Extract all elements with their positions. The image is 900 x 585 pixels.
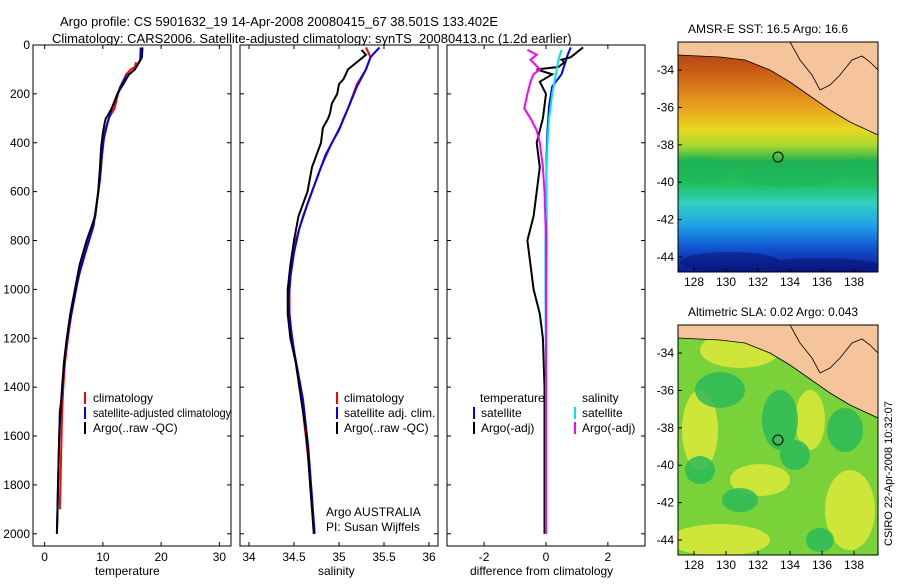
difference-series (523, 46, 584, 534)
map-y-tick-label-5: -44 (657, 533, 675, 547)
sst-argo-marker (772, 151, 784, 163)
temperature-legend: climatology satellite-adjusted climatolo… (84, 391, 231, 435)
y-tick-label-9: 1800 (3, 478, 30, 492)
x-tick-label-1-2: 35 (332, 550, 346, 564)
title-line-2: Climatology: CARS2006. Satellite-adjuste… (52, 31, 572, 46)
sla-map-title: Altimetric SLA: 0.02 Argo: 0.043 (688, 305, 858, 319)
map-x-tick-label-2: 132 (748, 275, 768, 289)
y-tick-label-2: 400 (10, 136, 30, 150)
series-line-1-1 (287, 46, 381, 534)
x-tick-label-0-2: 20 (154, 550, 168, 564)
x-tick-label-1-1: 34.5 (282, 550, 306, 564)
sst-map-frame (677, 41, 879, 273)
salinity-axis-label: salinity (318, 564, 355, 578)
legend-diff-temperature: temperature (480, 391, 545, 405)
sst-map-ticks: 128 130 132 134 136 138 -34 -36 -38 -40 -42 -44 (657, 63, 865, 289)
temperature-series (55, 47, 144, 534)
sla-map-ticks: 128 130 132 134 136 138 -34 -36 -38 -40 -42 -44 (657, 346, 865, 572)
axis-ticks: 0 10 20 30 34 34.5 35 35.5 36 -2 0 2 (33, 44, 645, 564)
legend-diff-sal-argo: Argo(-adj) (582, 421, 635, 435)
title-line-1: Argo profile: CS 5901632_19 14-Apr-2008 … (60, 14, 498, 29)
salinity-series (286, 46, 381, 534)
legend-diff-sal-satellite: satellite (582, 406, 623, 420)
series-line-0-2 (55, 47, 144, 534)
y-tick-label-6: 1200 (3, 331, 30, 345)
series-line-2-1 (526, 46, 584, 534)
series-line-2-3 (523, 49, 547, 534)
salinity-plot-frame (239, 44, 439, 547)
pi-note: PI: Susan Wijffels (326, 520, 420, 534)
map-y-tick-label-1: -36 (657, 100, 675, 114)
map-x-tick-label-4: 136 (812, 275, 832, 289)
legend-climatology: climatology (93, 391, 153, 405)
depth-tick-labels: 0 200 400 600 800 1000 1200 1400 1600 1800 2000 (3, 38, 30, 541)
map-x-tick-label-5: 138 (844, 558, 864, 572)
x-tick-label-2-2: 2 (605, 550, 612, 564)
series-line-1-2 (286, 49, 368, 534)
map-y-tick-label-1: -36 (657, 383, 675, 397)
sla-map (678, 325, 878, 555)
difference-legend: temperature satellite Argo(-adj) salinit… (473, 391, 635, 435)
argo-australia-note: Argo AUSTRALIA (326, 505, 421, 519)
map-x-tick-label-3: 134 (780, 275, 800, 289)
legend-argo-raw: Argo(..raw -QC) (93, 421, 178, 435)
map-x-tick-label-0: 128 (684, 275, 704, 289)
y-tick-label-8: 1600 (3, 429, 30, 443)
map-x-tick-label-5: 138 (844, 275, 864, 289)
legend-diff-salinity: salinity (582, 391, 619, 405)
x-tick-label-2-0: -2 (479, 550, 490, 564)
difference-axis-label: difference from climatology (470, 564, 613, 578)
series-line-0-0 (58, 61, 138, 510)
salinity-legend: climatology satellite adj. clim. Argo(..… (326, 391, 435, 534)
map-y-tick-label-2: -38 (657, 421, 675, 435)
series-line-1-0 (288, 46, 372, 510)
y-tick-label-3: 600 (10, 185, 30, 199)
map-y-tick-label-3: -40 (657, 458, 675, 472)
legend-diff-temp-satellite: satellite (481, 406, 522, 420)
x-tick-label-1-4: 36 (422, 550, 436, 564)
map-y-tick-label-3: -40 (657, 175, 675, 189)
y-tick-label-10: 2000 (3, 527, 30, 541)
y-tick-label-7: 1400 (3, 380, 30, 394)
map-x-tick-label-1: 130 (716, 275, 736, 289)
x-tick-label-0-0: 0 (41, 550, 48, 564)
legend-sal-satellite: satellite adj. clim. (344, 406, 435, 420)
map-y-tick-label-4: -42 (657, 213, 675, 227)
x-tick-label-1-0: 34 (242, 550, 256, 564)
legend-sal-climatology: climatology (344, 391, 404, 405)
y-tick-label-1: 200 (10, 87, 30, 101)
side-timestamp-label: CSIRO 22-Apr-2008 10:32:07 (883, 401, 895, 546)
legend-satellite-adjusted: satellite-adjusted climatology (93, 406, 231, 420)
legend-sal-argo: Argo(..raw -QC) (344, 421, 429, 435)
map-y-tick-label-5: -44 (657, 250, 675, 264)
x-tick-label-2-1: 0 (543, 550, 550, 564)
map-y-tick-label-2: -38 (657, 138, 675, 152)
sst-map (678, 42, 878, 272)
map-y-tick-label-4: -42 (657, 496, 675, 510)
map-x-tick-label-2: 132 (748, 558, 768, 572)
temperature-plot-frame (32, 44, 232, 547)
x-tick-label-1-3: 35.5 (372, 550, 396, 564)
map-x-tick-label-0: 128 (684, 558, 704, 572)
map-x-tick-label-3: 134 (780, 558, 800, 572)
x-tick-label-0-1: 10 (96, 550, 110, 564)
series-line-0-1 (55, 47, 142, 534)
legend-diff-temp-argo: Argo(-adj) (481, 421, 534, 435)
y-tick-label-0: 0 (23, 38, 30, 52)
map-y-tick-label-0: -34 (657, 63, 675, 77)
y-tick-label-5: 1000 (3, 282, 30, 296)
map-y-tick-label-0: -34 (657, 346, 675, 360)
map-x-tick-label-1: 130 (716, 558, 736, 572)
map-x-tick-label-4: 136 (812, 558, 832, 572)
x-tick-label-0-3: 30 (213, 550, 227, 564)
sla-argo-marker (772, 434, 784, 446)
y-tick-label-4: 800 (10, 234, 30, 248)
sla-map-frame (677, 324, 879, 556)
temperature-axis-label: temperature (95, 564, 160, 578)
sst-map-title: AMSR-E SST: 16.5 Argo: 16.6 (688, 22, 848, 36)
